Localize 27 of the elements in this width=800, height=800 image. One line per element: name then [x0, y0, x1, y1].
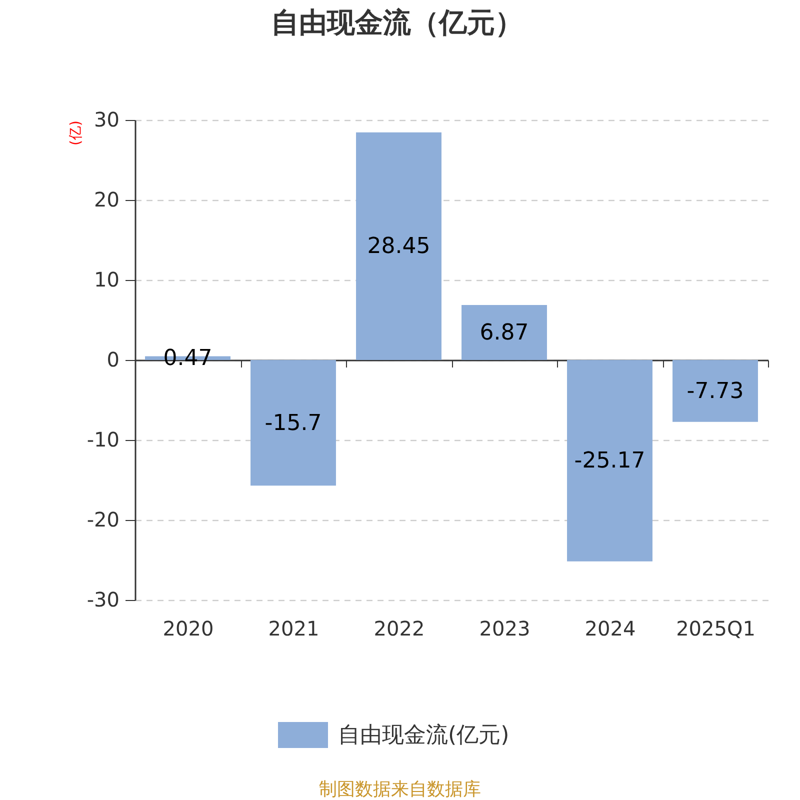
- x-tick-label: 2024: [584, 616, 636, 640]
- text: 制图数据来自数据库: [319, 778, 481, 800]
- y-tick-label: -10: [86, 428, 120, 452]
- y-tick-label: 20: [94, 188, 120, 212]
- bar: [250, 360, 336, 486]
- y-tick-label: -30: [86, 588, 120, 612]
- data-label: -25.17: [574, 448, 646, 474]
- x-tick-label: 2022: [374, 616, 425, 640]
- chart-title: 自由现金流（亿元）: [271, 6, 523, 39]
- bar: [672, 360, 758, 422]
- data-label: -7.73: [686, 378, 744, 404]
- bar: [567, 360, 652, 562]
- y-tick-label: 0: [106, 348, 120, 372]
- data-label: 6.87: [480, 320, 529, 346]
- x-tick-label: 2021: [268, 616, 320, 640]
- x-tick-label: 2025Q1: [676, 616, 756, 640]
- bar: [462, 305, 547, 360]
- y-tick-label: -20: [86, 508, 120, 532]
- bar: [356, 132, 442, 360]
- legend-label: 自由现金流(亿元): [338, 723, 510, 748]
- y-tick-label: 10: [94, 268, 120, 292]
- data-label: -15.7: [264, 410, 322, 436]
- x-tick-label: 2023: [479, 616, 530, 640]
- y-tick-label: 30: [94, 108, 120, 132]
- y-axis-title: (亿): [68, 120, 84, 146]
- x-tick-label: 2020: [162, 616, 214, 640]
- data-label: 28.45: [367, 234, 430, 260]
